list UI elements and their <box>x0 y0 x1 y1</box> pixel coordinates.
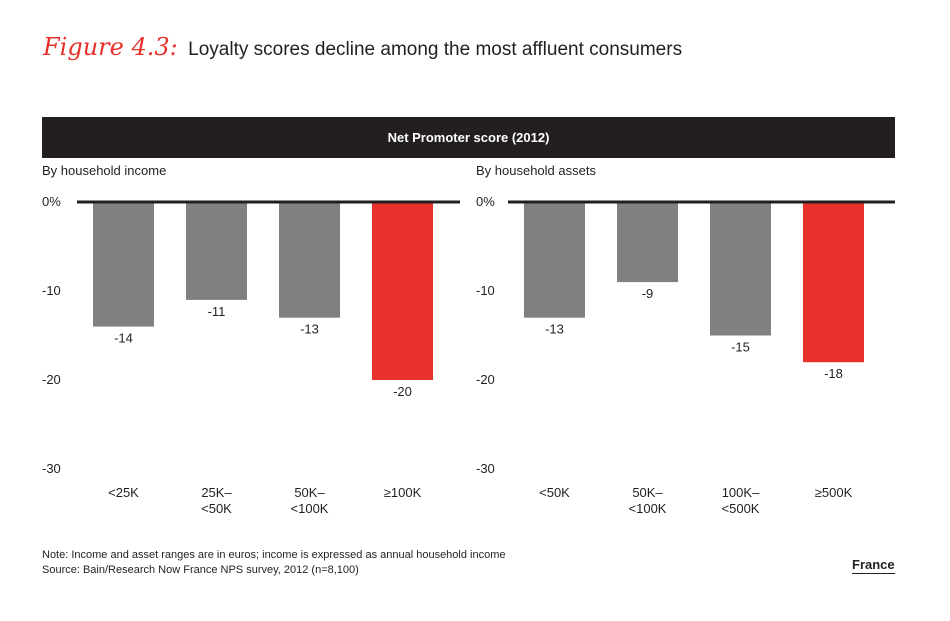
assets-category-line: ≥500K <box>815 485 853 500</box>
footnotes: Note: Income and asset ranges are in eur… <box>42 548 506 578</box>
income-category-line: <50K <box>201 501 232 516</box>
assets-ytick-label: -20 <box>476 372 495 387</box>
income-category-label: 50K– <100K <box>291 485 329 516</box>
income-category-label: 25K– <50K <box>201 485 232 516</box>
income-bar <box>93 202 154 327</box>
assets-category-label: 50K– <100K <box>629 485 667 516</box>
assets-category-line: <50K <box>539 485 570 500</box>
assets-category-label: 100K– <500K <box>722 485 761 516</box>
income-value-label: -20 <box>393 384 412 399</box>
income-ytick-label: -30 <box>42 461 61 476</box>
income-ytick-label: -20 <box>42 372 61 387</box>
region-label: France <box>852 557 895 574</box>
income-bar <box>186 202 247 300</box>
assets-value-label: -18 <box>824 366 843 381</box>
source-text: Source: Bain/Research Now France NPS sur… <box>42 564 359 576</box>
assets-category-line: 50K– <box>632 485 663 500</box>
figure-title-text: Loyalty scores decline among the most af… <box>188 39 683 60</box>
assets-bar <box>710 202 771 336</box>
assets-bar <box>803 202 864 363</box>
income-value-label: -11 <box>208 304 226 319</box>
income-category-line: 50K– <box>294 485 325 500</box>
income-category-label: ≥100K <box>384 485 422 500</box>
income-category-line: <100K <box>291 501 329 516</box>
chart-banner: Net Promoter score (2012) <box>42 117 895 158</box>
assets-category-line: <500K <box>722 501 760 516</box>
assets-category-label: <50K <box>539 485 570 500</box>
income-category-line: 25K– <box>201 485 232 500</box>
assets-value-label: -13 <box>545 322 564 337</box>
income-ytick-label: -10 <box>42 283 61 298</box>
income-category-line: <25K <box>108 485 139 500</box>
income-panel-subtitle: By household income <box>42 163 167 178</box>
assets-category-line: 100K– <box>722 485 760 500</box>
income-ytick-label: 0% <box>42 194 61 209</box>
income-category-label: <25K <box>108 485 139 500</box>
figure-label: Figure 4.3: <box>43 33 178 61</box>
assets-value-label: -15 <box>731 340 750 355</box>
income-category-line: ≥100K <box>384 485 422 500</box>
assets-ytick-label: 0% <box>476 194 495 209</box>
assets-category-line: <100K <box>629 501 667 516</box>
income-value-label: -14 <box>114 331 133 346</box>
income-value-label: -13 <box>300 322 319 337</box>
assets-bar <box>524 202 585 318</box>
assets-panel-subtitle: By household assets <box>476 163 596 178</box>
assets-ytick-label: -30 <box>476 461 495 476</box>
assets-bar <box>617 202 678 283</box>
assets-value-label: -9 <box>642 286 654 301</box>
income-bar <box>372 202 433 380</box>
note-text: Note: Income and asset ranges are in eur… <box>42 549 506 561</box>
income-bar <box>279 202 340 318</box>
assets-category-label: ≥500K <box>815 485 853 500</box>
figure-title: Figure 4.3: Loyalty scores decline among… <box>43 33 682 61</box>
assets-ytick-label: -10 <box>476 283 495 298</box>
